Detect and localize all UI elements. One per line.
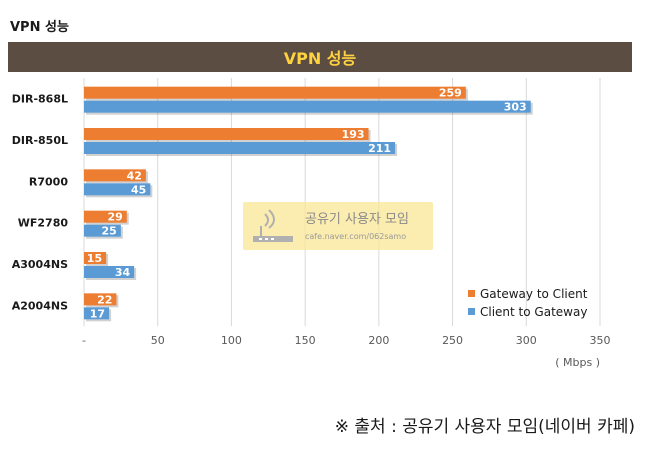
- bar: [84, 224, 121, 237]
- legend-swatch: [468, 290, 475, 297]
- x-tick-label: 250: [442, 334, 463, 347]
- data-label: 25: [102, 225, 117, 238]
- source-note: ※ 출처 : 공유기 사용자 모임(네이버 카페): [334, 417, 635, 437]
- legend-swatch: [468, 308, 475, 315]
- data-label: 15: [87, 252, 102, 265]
- watermark: 공유기 사용자 모임 cafe.naver.com/062samo: [243, 202, 433, 250]
- x-tick-label: -: [82, 334, 86, 347]
- data-label: 259: [439, 87, 462, 100]
- chart-title-bar: VPN 성능: [8, 42, 632, 72]
- x-tick-label: 150: [295, 334, 316, 347]
- watermark-title: 공유기 사용자 모임: [305, 212, 409, 227]
- bar: [84, 266, 135, 278]
- category-label: WF2780: [18, 217, 69, 230]
- chart-plot: - 50 100 150 200 250 300 350 ( Mbps ) DIR-868L 259…: [12, 78, 611, 369]
- bar: [84, 128, 369, 140]
- bar: [84, 210, 127, 223]
- bar: [84, 307, 110, 320]
- category-label: A2004NS: [12, 299, 68, 312]
- data-label: 211: [368, 142, 391, 155]
- x-tick-label: 100: [221, 334, 242, 347]
- category-label: A3004NS: [12, 258, 68, 271]
- category-label: DIR-868L: [12, 93, 68, 106]
- data-label: 303: [504, 101, 527, 114]
- chart-title: VPN 성능: [283, 49, 357, 68]
- bar: [84, 293, 117, 306]
- bar: [84, 169, 146, 182]
- data-label: 45: [131, 183, 146, 196]
- chart-frame: VPN 성능 - 50 100 150 200 250 300 350 ( Mbps ) DIR-…: [8, 42, 632, 382]
- wifi-router-icon: [253, 209, 293, 242]
- x-tick-label: 50: [151, 334, 165, 347]
- bar: [84, 142, 396, 154]
- watermark-url: cafe.naver.com/062samo: [305, 232, 407, 241]
- data-label: 29: [107, 211, 122, 224]
- bar: [84, 183, 151, 196]
- legend-label: Client to Gateway: [480, 305, 587, 319]
- x-axis-unit: ( Mbps ): [555, 356, 600, 369]
- category-label: DIR-850L: [12, 134, 68, 147]
- data-label: 22: [97, 293, 112, 306]
- x-tick-label: 350: [590, 334, 611, 347]
- page-heading: VPN 성능: [10, 20, 69, 35]
- bar: [84, 86, 466, 99]
- legend-label: Gateway to Client: [480, 287, 588, 301]
- data-label: 34: [115, 266, 131, 279]
- data-label: 42: [127, 169, 142, 182]
- x-tick-label: 200: [368, 334, 389, 347]
- data-label: 193: [342, 128, 365, 141]
- bar: [84, 100, 531, 113]
- data-label: 17: [90, 307, 105, 320]
- bar: [84, 252, 107, 264]
- x-tick-label: 300: [516, 334, 537, 347]
- category-label: R7000: [29, 175, 68, 188]
